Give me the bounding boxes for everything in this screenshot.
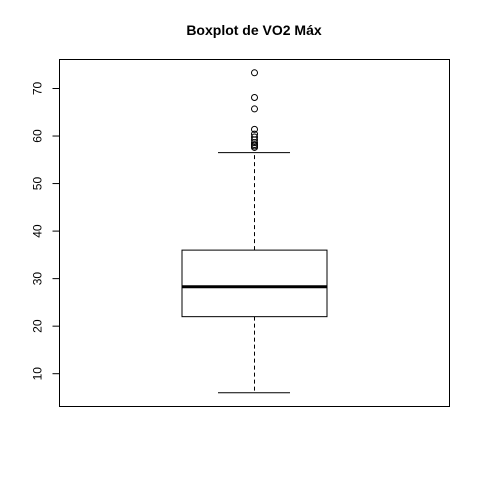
outlier-point xyxy=(251,69,258,77)
chart-title: Boxplot de VO2 Máx xyxy=(186,22,322,38)
y-tick-label: 40 xyxy=(31,224,45,238)
y-tick-label: 60 xyxy=(31,129,45,143)
y-tick-label: 30 xyxy=(31,272,45,286)
y-tick-label: 10 xyxy=(31,367,45,381)
y-axis: 10 20 30 40 50 60 70 xyxy=(31,82,60,381)
outlier-point xyxy=(251,125,258,133)
iqr-box xyxy=(181,249,328,318)
plot-area xyxy=(181,69,328,394)
outlier-point xyxy=(251,141,258,149)
y-tick-label: 50 xyxy=(31,177,45,191)
outlier-point xyxy=(251,130,258,138)
outlier-point xyxy=(251,105,258,113)
outlier-point xyxy=(251,133,258,141)
y-tick-label: 70 xyxy=(31,82,45,96)
outlier-point xyxy=(251,94,258,102)
y-tick-label: 20 xyxy=(31,319,45,333)
